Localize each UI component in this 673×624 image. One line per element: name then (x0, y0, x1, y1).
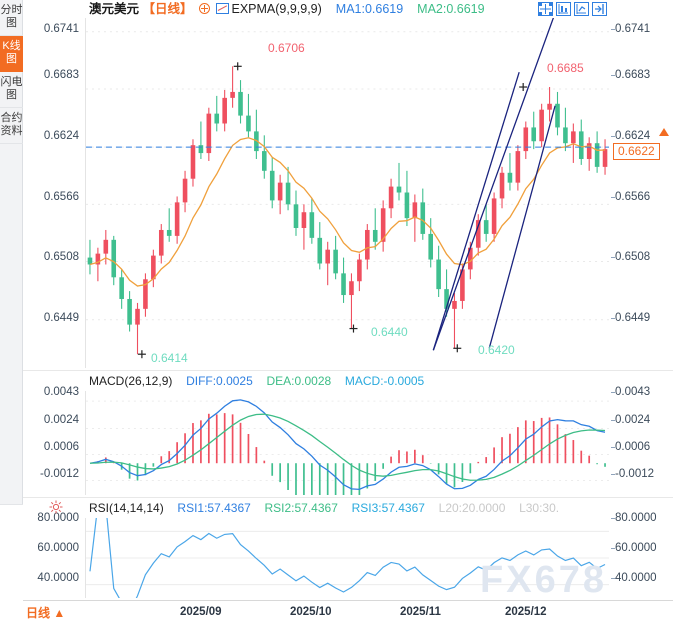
expand-chart-tool-icon[interactable] (592, 2, 607, 16)
rsi-tick-label: 80.0000 (615, 512, 657, 524)
indicator-chart-icon[interactable] (216, 3, 230, 14)
rsi-tick-label: 60.0000 (37, 542, 79, 554)
y-tick-label: 0.6449 (615, 312, 651, 324)
rsi1-value: RSI1:57.4367 (177, 501, 251, 515)
swing-low-annotation: 0.6440 (371, 325, 408, 339)
rsi-panel-header: RSI(14,14,14) RSI1:57.4367 RSI2:57.4367 … (89, 500, 559, 516)
sidebar-item-label: K线图 (2, 40, 21, 65)
swing-high-annotation: 0.6706 (268, 41, 305, 55)
y-tick-label: 0.6741 (615, 23, 651, 35)
y-tick-label: 0.6683 (615, 69, 651, 81)
rsi3-value: RSI3:57.4367 (351, 501, 425, 515)
y-tick-label: 0.6508 (615, 251, 651, 263)
macd-dea-value: DEA:0.0028 (266, 374, 332, 388)
macd-hist-value: MACD:-0.0005 (344, 374, 425, 388)
sidebar-item-label: 合约资料 (0, 112, 23, 137)
swing-low-annotation: 0.6414 (151, 351, 188, 365)
swing-high-annotation: 0.6685 (547, 61, 584, 75)
rsi-tick-label: 80.0000 (37, 512, 79, 524)
x-tick-label: 2025/11 (400, 606, 441, 618)
rsi-y-axis-right: 80.0000 60.0000 40.0000 (611, 498, 673, 600)
price-plot[interactable] (85, 18, 609, 368)
macd-diff-value: DIFF:0.0025 (186, 374, 253, 388)
settings-sun-icon[interactable] (49, 500, 63, 514)
rsi-tick-label: 40.0000 (615, 572, 657, 584)
rsi-l30-value: L30:30. (519, 501, 560, 515)
y-tick-label: 0.6624 (43, 130, 79, 142)
macd-tick-label: 0.0043 (43, 386, 79, 398)
price-y-axis-left: 0.6741 0.6683 0.6624 0.6566 0.6508 0.644… (23, 0, 83, 370)
rsi-svg (86, 518, 609, 598)
rsi-tick-label: 40.0000 (37, 572, 79, 584)
add-indicator-icon[interactable] (199, 3, 210, 14)
rsi-plot[interactable] (85, 518, 609, 598)
x-tick-label: 2025/12 (505, 606, 547, 618)
sidebar-item-label: 分时图 (0, 4, 23, 29)
macd-tick-label: 0.0024 (615, 414, 651, 426)
chart-toolbar (538, 2, 607, 16)
left-sidebar: 分时图 K线图 闪电图 合约资料 (0, 0, 23, 624)
macd-tick-label: 0.0043 (615, 386, 651, 398)
macd-title[interactable]: MACD(26,12,9) (89, 374, 173, 388)
y-tick-label: 0.6624 (615, 130, 651, 142)
macd-y-axis-right: 0.0043 0.0024 0.0006 -0.0012 (611, 371, 673, 497)
scale-chart-tool-icon[interactable] (574, 2, 589, 16)
x-tick-label: 2025/10 (290, 606, 332, 618)
macd-panel: MACD(26,12,9) DIFF:0.0025 DEA:0.0028 MAC… (23, 370, 673, 497)
crosshair-tool-icon[interactable] (538, 2, 553, 16)
chart-area: FX678 (23, 0, 673, 624)
sidebar-item-contract[interactable]: 合约资料 (0, 108, 23, 144)
rsi-panel: RSI(14,14,14) RSI1:57.4367 RSI2:57.4367 … (23, 497, 673, 600)
y-tick-label: 0.6508 (43, 251, 79, 263)
price-svg (86, 18, 609, 359)
ma1-value: MA1:0.6619 (335, 2, 404, 16)
x-axis-labels: 2025/09 2025/10 2025/11 2025/12 (85, 601, 609, 624)
current-price-tag: 0.6622 (613, 143, 660, 160)
price-direction-arrow-icon (659, 128, 669, 136)
macd-panel-header: MACD(26,12,9) DIFF:0.0025 DEA:0.0028 MAC… (89, 373, 424, 389)
footer-period-selector[interactable]: 日线 ▲ (26, 606, 66, 620)
y-tick-label: 0.6741 (43, 23, 79, 35)
sidebar-item-timeshare[interactable]: 分时图 (0, 0, 23, 36)
ma2-value: MA2:0.6619 (417, 2, 485, 16)
macd-tick-label: 0.0024 (43, 414, 79, 426)
rsi-title[interactable]: RSI(14,14,14) (89, 501, 164, 515)
sidebar-item-lightning[interactable]: 闪电图 (0, 72, 23, 108)
macd-tick-label: -0.0012 (39, 468, 79, 480)
x-axis-panel: 2025/09 2025/10 2025/11 2025/12 (23, 600, 673, 624)
symbol-name: 澳元美元 (89, 2, 140, 16)
x-tick-label: 2025/09 (180, 606, 222, 618)
price-y-axis-right: 0.6741 0.6683 0.6624 0.6566 0.6508 0.644… (611, 0, 673, 370)
macd-tick-label: 0.0006 (615, 441, 651, 453)
price-panel: 澳元美元 【日线】 EXPMA(9,9,9,9) MA1:0.6619 MA2:… (23, 0, 673, 370)
y-tick-label: 0.6683 (43, 69, 79, 81)
sidebar-filler (0, 504, 23, 624)
rsi2-value: RSI2:57.4367 (264, 501, 338, 515)
y-tick-label: 0.6566 (43, 191, 79, 203)
swing-low-annotation: 0.6420 (478, 343, 515, 357)
sidebar-item-label: 闪电图 (0, 76, 23, 101)
macd-svg (86, 399, 609, 495)
sidebar-item-kline[interactable]: K线图 (0, 36, 23, 72)
fit-chart-tool-icon[interactable] (556, 2, 571, 16)
macd-tick-label: 0.0006 (43, 441, 79, 453)
macd-tick-label: -0.0012 (615, 468, 655, 480)
rsi-tick-label: 60.0000 (615, 542, 657, 554)
y-tick-label: 0.6449 (43, 312, 79, 324)
rsi-l20-value: L20:20.0000 (438, 501, 506, 515)
indicator-name[interactable]: EXPMA(9,9,9,9) (231, 2, 322, 16)
price-panel-header: 澳元美元 【日线】 EXPMA(9,9,9,9) MA1:0.6619 MA2:… (89, 1, 485, 17)
macd-y-axis-left: 0.0043 0.0024 0.0006 -0.0012 (23, 371, 83, 497)
macd-plot[interactable] (85, 391, 609, 495)
y-tick-label: 0.6566 (615, 191, 651, 203)
period-label: 【日线】 (142, 2, 193, 16)
rsi-y-axis-left: 80.0000 60.0000 40.0000 (23, 498, 83, 600)
